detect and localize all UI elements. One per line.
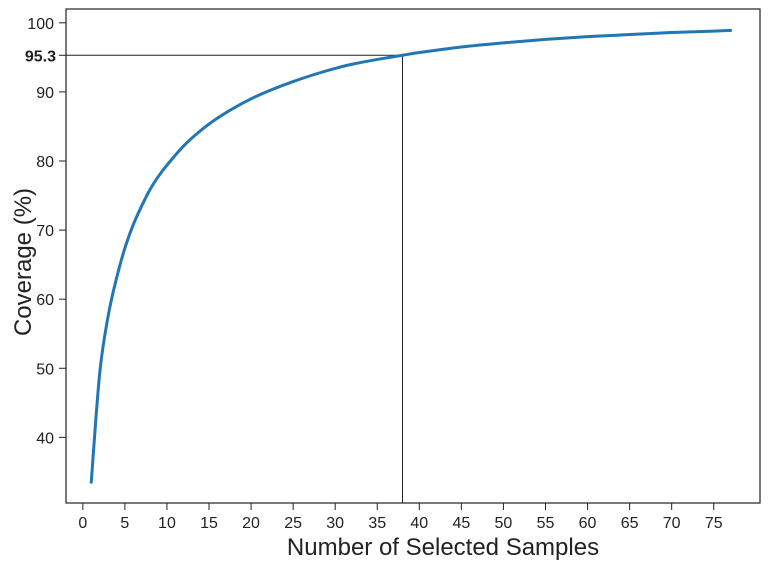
y-tick-label: 100: [27, 16, 54, 33]
x-tick-label: 15: [200, 515, 218, 532]
y-tick-label: 50: [36, 361, 54, 378]
x-tick-label: 0: [78, 515, 87, 532]
x-tick-label: 65: [621, 515, 639, 532]
plot-frame: [65, 8, 761, 504]
x-tick-label: 5: [120, 515, 129, 532]
x-tick-label: 30: [326, 515, 344, 532]
x-tick-label: 70: [663, 515, 681, 532]
y-tick-label: 80: [36, 154, 54, 171]
y-tick-label: 40: [36, 430, 54, 447]
y-tick-label: 90: [36, 85, 54, 102]
x-tick-label: 10: [158, 515, 176, 532]
y-tick-label: 70: [36, 223, 54, 240]
x-axis-title: Number of Selected Samples: [287, 534, 599, 561]
x-tick-label: 20: [242, 515, 260, 532]
y-axis-ticks: 40 50 60 70 80 90 100: [27, 16, 66, 447]
x-tick-label: 50: [495, 515, 513, 532]
x-tick-label: 55: [537, 515, 555, 532]
x-tick-label: 25: [284, 515, 302, 532]
x-tick-label: 75: [705, 515, 723, 532]
x-tick-label: 45: [452, 515, 470, 532]
reference-lines: 95.3: [25, 48, 403, 503]
x-tick-label: 35: [368, 515, 386, 532]
y-axis-title: Coverage (%): [10, 188, 37, 336]
x-axis-ticks: 0 5 10 15 20 25 30 35 40 45 50 55 60 65 70 75: [78, 503, 723, 532]
x-tick-label: 60: [579, 515, 597, 532]
y-tick-label: 60: [36, 292, 54, 309]
reference-value-label: 95.3: [25, 48, 56, 65]
x-tick-label: 40: [410, 515, 428, 532]
coverage-curve: [89, 28, 733, 484]
